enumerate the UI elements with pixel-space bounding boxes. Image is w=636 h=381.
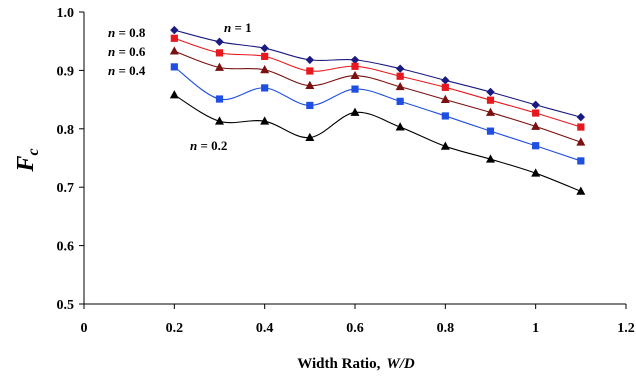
series-point (305, 132, 315, 141)
series-point (350, 107, 360, 116)
series-point (305, 55, 315, 65)
series-point (576, 186, 586, 195)
series-point (306, 101, 314, 110)
y-ticks: 0.5 0.6 0.7 0.8 0.9 1.0 (57, 6, 84, 313)
x-tick-label: 0.8 (437, 321, 455, 336)
series-point (577, 157, 585, 165)
series-point (440, 94, 450, 103)
x-tick-label: 0.4 (256, 321, 274, 336)
series-point (486, 127, 495, 135)
x-tick-label: 0 (81, 321, 88, 336)
series-point (350, 55, 360, 65)
series-point (396, 72, 404, 80)
annotation-n-0.6: n = 0.6 (108, 44, 146, 59)
series-point (170, 25, 179, 35)
series-point (215, 116, 224, 125)
x-axis-label: Width Ratio, W/D (297, 356, 415, 372)
series-point (215, 95, 224, 103)
series-n-1 (170, 25, 586, 122)
y-tick-label: 1.0 (57, 6, 75, 21)
series-line (174, 37, 581, 128)
series-point (532, 109, 540, 117)
series-point (350, 70, 360, 80)
series-point (260, 116, 270, 125)
series-point (531, 121, 541, 130)
series-n-0.6 (169, 46, 586, 146)
series-annotations: n = 1 n = 0.8 n = 0.6 n = 0.4 n = 0.2 (108, 20, 252, 153)
series-point (305, 80, 315, 89)
series-point (169, 46, 179, 55)
series-point (486, 107, 495, 116)
series-point (170, 34, 178, 42)
series-n-0.4 (170, 63, 585, 165)
x-tick-label: 1.2 (617, 321, 635, 336)
annotation-n-0.4: n = 0.4 (108, 63, 146, 78)
x-tick-label: 0.2 (166, 321, 184, 336)
series-point (306, 67, 314, 75)
y-tick-label: 0.6 (57, 240, 75, 255)
series-point (577, 123, 585, 131)
series-point (215, 37, 224, 46)
series-point (486, 154, 495, 163)
series-point (441, 76, 450, 85)
annotation-n-0.2: n = 0.2 (190, 138, 227, 153)
series-point (351, 62, 359, 70)
series-point (486, 87, 495, 97)
series-point (532, 142, 540, 150)
x-ticks: 0 0.2 0.4 0.6 0.8 1 1.2 (81, 304, 635, 336)
series-layer (169, 25, 586, 195)
series-point (396, 97, 404, 105)
series-n-0.8 (170, 34, 585, 131)
annotation-n-0.8: n = 0.8 (108, 25, 146, 40)
series-line (174, 66, 582, 162)
series-point (531, 100, 540, 110)
series-line (174, 50, 582, 143)
series-point (169, 90, 179, 99)
series-point (215, 62, 224, 71)
series-line (174, 29, 581, 118)
series-point (260, 44, 269, 53)
series-point (441, 83, 449, 91)
series-point (486, 96, 495, 104)
series-point (441, 112, 449, 120)
series-point (261, 52, 269, 60)
series-point (440, 141, 450, 150)
x-tick-label: 0.6 (346, 321, 364, 336)
series-point (215, 49, 224, 57)
y-tick-label: 0.8 (57, 123, 75, 138)
annotation-n-1: n = 1 (224, 20, 252, 35)
x-tick-label: 1 (532, 321, 539, 336)
series-point (260, 65, 270, 74)
series-point (395, 81, 405, 91)
series-point (395, 122, 405, 131)
series-point (576, 137, 586, 146)
series-line (174, 94, 582, 192)
series-point (261, 84, 269, 92)
y-tick-label: 0.9 (57, 64, 75, 79)
series-point (531, 168, 541, 177)
series-point (395, 64, 405, 73)
y-axis-label: Fc (13, 148, 42, 172)
y-tick-label: 0.7 (57, 181, 75, 196)
series-n-0.2 (169, 90, 586, 195)
series-point (351, 85, 359, 93)
series-point (170, 63, 178, 71)
y-tick-label: 0.5 (57, 298, 75, 313)
series-point (576, 112, 586, 122)
